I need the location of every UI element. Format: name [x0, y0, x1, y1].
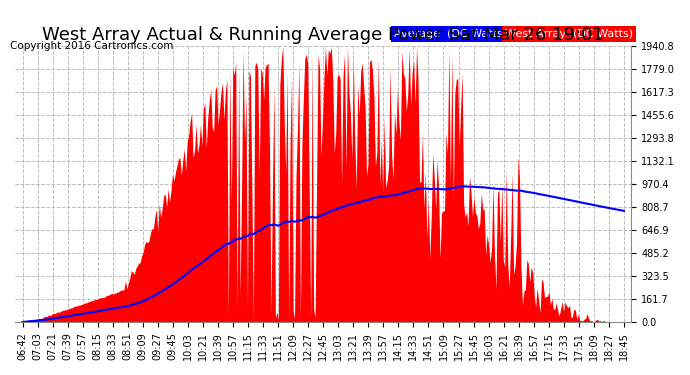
- Text: Average  (DC Watts): Average (DC Watts): [394, 29, 507, 39]
- Text: Copyright 2016 Cartronics.com: Copyright 2016 Cartronics.com: [10, 41, 174, 51]
- Text: West Array  (DC Watts): West Array (DC Watts): [505, 29, 633, 39]
- Title: West Array Actual & Running Average Power Sat Mar 26 19:01: West Array Actual & Running Average Powe…: [42, 26, 604, 44]
